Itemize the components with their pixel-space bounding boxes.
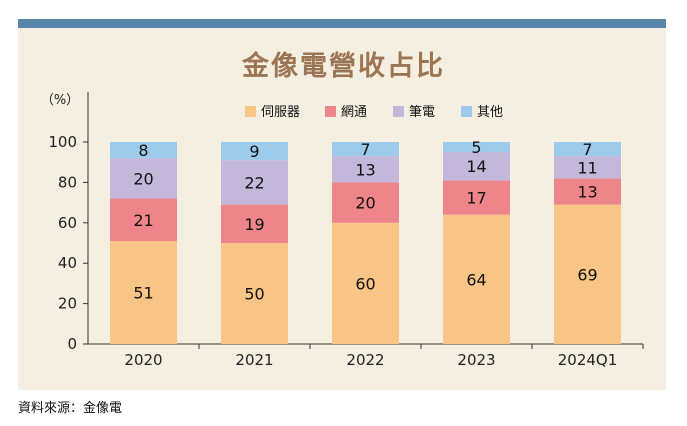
bar-segment — [554, 142, 621, 157]
y-tick-label: 80 — [58, 173, 77, 191]
legend-label: 其他 — [477, 105, 503, 120]
bar-segment — [221, 243, 288, 344]
y-tick-label: 60 — [58, 214, 77, 232]
x-tick-label: 2023 — [457, 351, 495, 369]
bar-segment — [110, 198, 177, 241]
data-label: 11 — [577, 158, 597, 177]
bar-segment — [332, 182, 399, 223]
data-label: 60 — [355, 274, 375, 293]
source-note: 資料來源：金像電 — [18, 401, 123, 416]
bar-segment — [443, 180, 510, 215]
data-label: 17 — [466, 189, 486, 208]
data-label: 13 — [355, 160, 375, 179]
data-label: 13 — [577, 182, 597, 201]
bar-segment — [554, 204, 621, 344]
x-tick-label: 2020 — [124, 351, 162, 369]
chart-title: 金像電營收占比 — [242, 51, 445, 82]
bar-segment — [443, 142, 510, 153]
data-label: 64 — [466, 270, 486, 289]
legend-label: 網通 — [341, 105, 367, 120]
bar-segment — [110, 142, 177, 159]
y-tick-label: 20 — [58, 295, 77, 313]
data-label: 20 — [133, 169, 153, 188]
bar-segment — [110, 240, 177, 344]
bar-segment — [221, 160, 288, 205]
bar-segment — [554, 156, 621, 179]
data-label: 5 — [471, 138, 481, 157]
x-tick-label: 2022 — [346, 351, 384, 369]
y-tick-label: 100 — [48, 133, 77, 151]
bar-segment — [332, 142, 399, 157]
y-tick-label: 0 — [67, 335, 77, 353]
x-tick-label: 2021 — [235, 351, 273, 369]
bar-segment — [332, 222, 399, 344]
top-accent-bar — [18, 19, 666, 28]
bar-segment — [443, 214, 510, 344]
legend-label: 筆電 — [409, 105, 435, 120]
legend-swatch — [393, 106, 404, 117]
legend-swatch — [245, 106, 256, 117]
data-label: 8 — [138, 141, 148, 160]
data-label: 19 — [244, 215, 264, 234]
data-label: 7 — [582, 140, 592, 159]
legend-swatch — [461, 106, 472, 117]
bar-segment — [221, 142, 288, 161]
bar-segment — [110, 158, 177, 199]
data-label: 50 — [244, 285, 264, 304]
chart-legend: 伺服器 網通 筆電 其他 — [245, 105, 503, 120]
y-tick-label: 40 — [58, 254, 77, 272]
data-label: 69 — [577, 265, 597, 284]
y-axis-unit-label: （%） — [41, 93, 79, 108]
legend-swatch — [325, 106, 336, 117]
bar-segment — [443, 152, 510, 181]
data-label: 21 — [133, 211, 153, 230]
data-label: 22 — [244, 173, 264, 192]
data-label: 7 — [360, 140, 370, 159]
data-label: 51 — [133, 283, 153, 302]
chart-bars — [110, 142, 621, 344]
bar-segment — [332, 156, 399, 183]
data-label: 9 — [249, 142, 259, 161]
x-tick-label: 2024Q1 — [558, 351, 618, 369]
data-label: 14 — [466, 157, 486, 176]
data-label: 20 — [355, 194, 375, 213]
bar-segment — [554, 178, 621, 205]
legend-label: 伺服器 — [261, 105, 300, 120]
bar-segment — [221, 204, 288, 243]
